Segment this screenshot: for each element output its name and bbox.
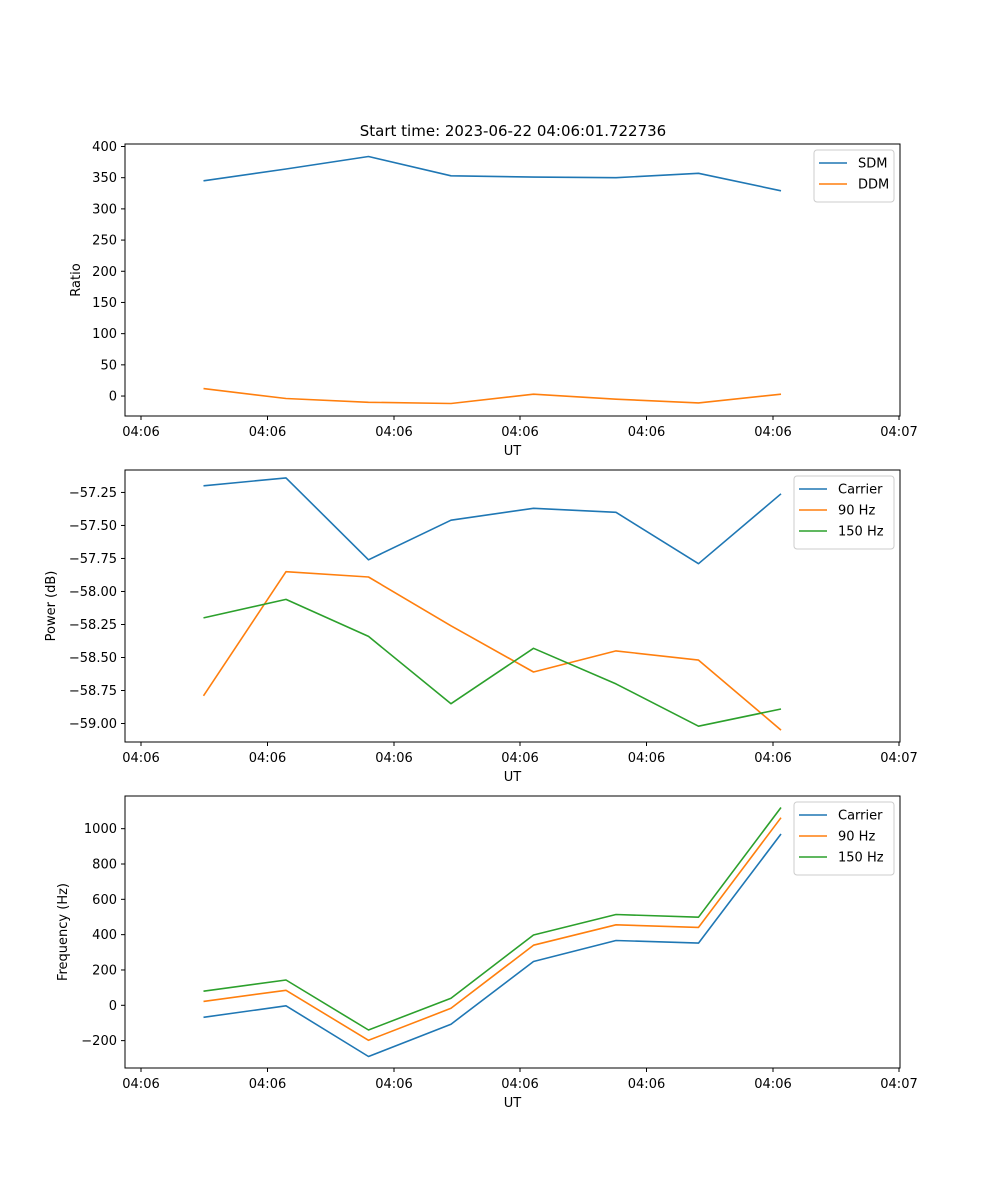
y-tick-label: 300 [92, 202, 117, 217]
y-tick-label: −58.50 [69, 651, 117, 666]
y-tick-label: 400 [92, 140, 117, 155]
series-line-carrier [203, 833, 782, 1058]
legend-label: 150 Hz [838, 851, 884, 866]
x-axis-label: UT [504, 1096, 522, 1111]
x-tick-label: 04:06 [628, 425, 665, 440]
y-tick-label: 250 [92, 234, 117, 249]
x-tick-label: 04:06 [628, 1077, 665, 1092]
legend-label: Carrier [838, 483, 883, 498]
y-tick-label: 800 [92, 858, 117, 873]
series-line-150-hz [203, 807, 782, 1031]
y-tick-label: −57.50 [69, 519, 117, 534]
y-tick-label: 200 [92, 963, 117, 978]
series-line-150-hz [203, 598, 782, 728]
y-tick-label: −57.25 [69, 486, 117, 501]
x-tick-label: 04:06 [628, 751, 665, 766]
legend-label: DDM [858, 178, 889, 193]
y-tick-label: 0 [109, 390, 117, 405]
y-tick-label: 150 [92, 296, 117, 311]
x-tick-label: 04:06 [375, 751, 412, 766]
x-tick-label: 04:06 [249, 751, 286, 766]
legend-label: SDM [858, 157, 887, 172]
plot-frame [124, 469, 901, 743]
y-tick-label: −58.00 [69, 585, 117, 600]
x-tick-label: 04:06 [754, 751, 791, 766]
y-tick-label: −200 [81, 1034, 117, 1049]
x-tick-label: 04:07 [880, 751, 917, 766]
legend-label: 150 Hz [838, 525, 884, 540]
y-tick-label: −59.00 [69, 717, 117, 732]
series-line-sdm [203, 155, 782, 192]
x-tick-label: 04:06 [375, 425, 412, 440]
y-tick-label: 400 [92, 928, 117, 943]
series-line-90-hz [203, 817, 782, 1042]
x-tick-label: 04:07 [880, 425, 917, 440]
chart-panel-2: 04:06 04:06 04:06 04:06 04:06 04:06 04:07 UT −59… [44, 469, 918, 785]
y-axis-label: Frequency (Hz) [56, 883, 71, 981]
y-tick-label: −58.25 [69, 618, 117, 633]
legend: Carrier 90 Hz 150 Hz [793, 475, 895, 550]
y-axis-label: Power (dB) [44, 571, 59, 642]
series-line-ddm [203, 387, 782, 405]
y-tick-label: 50 [100, 358, 117, 373]
legend: SDM DDM [813, 149, 895, 203]
y-tick-label: 1000 [84, 822, 117, 837]
y-tick-label: 200 [92, 265, 117, 280]
legend-label: 90 Hz [838, 830, 875, 845]
figure-title: Start time: 2023-06-22 04:06:01.722736 [360, 122, 666, 140]
plot-frame [124, 143, 901, 417]
y-tick-label: −58.75 [69, 684, 117, 699]
y-tick-label: 0 [109, 999, 117, 1014]
y-tick-label: 350 [92, 171, 117, 186]
chart-panel-1: 04:06 04:06 04:06 04:06 04:06 04:06 04:07 UT 0 50… [69, 140, 918, 459]
plot-frame [124, 795, 901, 1069]
x-tick-label: 04:06 [375, 1077, 412, 1092]
x-tick-label: 04:06 [501, 751, 538, 766]
legend: Carrier 90 Hz 150 Hz [793, 801, 895, 876]
y-tick-label: 100 [92, 327, 117, 342]
x-tick-label: 04:06 [754, 425, 791, 440]
x-tick-label: 04:06 [754, 1077, 791, 1092]
x-tick-label: 04:06 [501, 1077, 538, 1092]
y-tick-label: −57.75 [69, 552, 117, 567]
x-tick-label: 04:07 [880, 1077, 917, 1092]
y-axis-label: Ratio [69, 263, 84, 296]
series-line-90-hz [202, 570, 782, 731]
chart-panel-3: 04:06 04:06 04:06 04:06 04:06 04:06 04:07 UT −20… [56, 795, 918, 1111]
x-tick-label: 04:06 [122, 1077, 159, 1092]
y-tick-label: 600 [92, 893, 117, 908]
x-axis-label: UT [504, 444, 522, 459]
x-tick-label: 04:06 [122, 751, 159, 766]
x-tick-label: 04:06 [249, 425, 286, 440]
x-axis-label: UT [504, 770, 522, 785]
legend-label: Carrier [838, 809, 883, 824]
x-tick-label: 04:06 [249, 1077, 286, 1092]
x-tick-label: 04:06 [122, 425, 159, 440]
x-tick-label: 04:06 [501, 425, 538, 440]
legend-label: 90 Hz [838, 504, 875, 519]
series-line-carrier [203, 477, 782, 565]
